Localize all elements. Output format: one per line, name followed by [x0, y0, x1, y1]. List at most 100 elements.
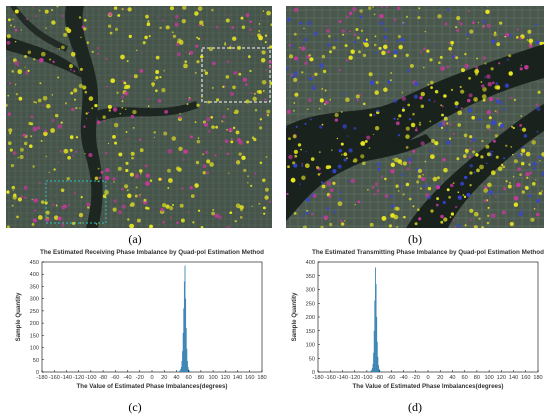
highlight-dot	[516, 28, 519, 31]
highlight-dot	[163, 70, 165, 72]
highlight-dot	[491, 39, 495, 44]
highlight-dot	[483, 188, 489, 193]
highlight-dot	[293, 71, 298, 76]
highlight-dot	[24, 66, 26, 68]
highlight-dot	[441, 113, 444, 117]
highlight-dot	[428, 98, 431, 102]
highlight-dot	[488, 128, 491, 131]
highlight-dot	[430, 209, 434, 213]
highlight-dot	[312, 194, 317, 198]
highlight-dot	[268, 60, 272, 64]
highlight-dot	[204, 150, 209, 155]
highlight-dot	[368, 147, 371, 149]
highlight-dot	[477, 21, 480, 24]
highlight-dot	[304, 122, 307, 125]
highlight-dot	[40, 200, 45, 204]
highlight-dot	[520, 161, 525, 166]
highlight-dot	[393, 117, 396, 121]
highlight-dot	[228, 172, 230, 174]
highlight-dot	[85, 112, 88, 115]
highlight-dot	[251, 136, 255, 140]
highlight-dot	[133, 74, 138, 79]
highlight-dot	[503, 157, 506, 160]
transmitting-xtick-label: 20	[437, 375, 443, 381]
highlight-dot	[516, 182, 521, 188]
receiving-xtick-label: 140	[233, 375, 242, 381]
highlight-dot	[442, 122, 446, 126]
highlight-dot	[178, 146, 183, 152]
highlight-dot	[460, 22, 463, 26]
highlight-dot	[124, 108, 127, 111]
highlight-dot	[202, 153, 204, 156]
highlight-dot	[26, 18, 28, 20]
highlight-dot	[329, 222, 333, 227]
highlight-dot	[423, 47, 427, 51]
highlight-dot	[292, 109, 296, 112]
highlight-dot	[211, 8, 214, 12]
highlight-dot	[358, 50, 361, 54]
highlight-dot	[374, 126, 380, 131]
highlight-dot	[211, 61, 216, 66]
highlight-dot	[468, 76, 472, 80]
highlight-dot	[440, 126, 444, 130]
highlight-dot	[373, 13, 376, 16]
highlight-dot	[535, 212, 540, 217]
highlight-dot	[393, 18, 397, 21]
highlight-dot	[489, 150, 492, 153]
highlight-dot	[110, 78, 116, 84]
highlight-dot	[117, 210, 122, 215]
receiving-ytick-label: 400	[30, 272, 39, 278]
highlight-dot	[113, 122, 119, 128]
highlight-dot	[207, 112, 210, 115]
highlight-dot	[394, 23, 396, 25]
highlight-dot	[202, 120, 206, 124]
highlight-dot	[471, 115, 476, 120]
transmitting-xtick-label: 120	[497, 375, 506, 381]
highlight-dot	[510, 146, 513, 148]
highlight-dot	[507, 223, 510, 225]
highlight-dot	[104, 175, 110, 181]
highlight-dot	[475, 153, 479, 157]
highlight-dot	[491, 150, 494, 153]
receiving-bar	[186, 348, 188, 372]
highlight-dot	[197, 6, 203, 11]
highlight-dot	[475, 66, 479, 70]
highlight-dot	[480, 155, 484, 159]
highlight-dot	[333, 210, 337, 214]
highlight-dot	[185, 51, 187, 53]
highlight-dot	[32, 126, 38, 132]
highlight-dot	[304, 163, 310, 169]
highlight-dot	[199, 55, 204, 59]
highlight-dot	[147, 105, 150, 107]
highlight-dot	[422, 184, 427, 188]
highlight-dot	[13, 193, 17, 197]
highlight-dot	[408, 117, 412, 121]
highlight-dot	[460, 181, 464, 186]
highlight-dot	[528, 44, 533, 48]
highlight-dot	[222, 115, 226, 119]
highlight-dot	[221, 120, 224, 123]
highlight-dot	[107, 104, 112, 109]
highlight-dot	[164, 110, 169, 114]
highlight-dot	[488, 116, 492, 120]
highlight-dot	[539, 160, 541, 162]
highlight-dot	[420, 91, 426, 97]
highlight-dot	[325, 25, 328, 27]
highlight-dot	[317, 173, 321, 176]
highlight-dot	[348, 148, 353, 153]
highlight-dot	[464, 148, 469, 153]
highlight-dot	[440, 220, 444, 224]
highlight-dot	[6, 103, 8, 108]
highlight-dot	[229, 44, 232, 47]
highlight-dot	[341, 29, 346, 33]
highlight-dot	[165, 25, 170, 30]
highlight-dot	[464, 175, 468, 180]
highlight-dot	[200, 226, 204, 228]
highlight-dot	[212, 208, 215, 211]
transmitting-xtick-label: 140	[509, 375, 518, 381]
highlight-dot	[46, 103, 51, 109]
highlight-dot	[446, 122, 449, 125]
highlight-dot	[138, 169, 143, 173]
highlight-dot	[538, 155, 542, 159]
highlight-dot	[293, 211, 297, 215]
